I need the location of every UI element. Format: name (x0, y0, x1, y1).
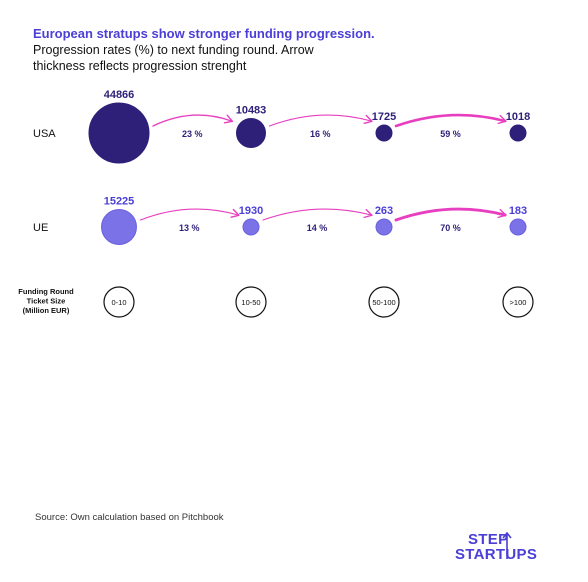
funding-round-axis: Funding Round Ticket Size (Million EUR) 0-1… (18, 286, 534, 318)
bubble-ue-4 (509, 218, 527, 236)
count-label-usa-2: 10483 (236, 104, 267, 116)
round-circle-3 (368, 286, 400, 318)
progression-label-usa-1: 23 % (182, 129, 203, 139)
bubble-ue-1 (101, 209, 137, 245)
bubble-usa-4 (509, 124, 527, 142)
progression-arrow-usa-2 (268, 114, 373, 127)
count-label-ue-3: 263 (375, 205, 393, 217)
progression-label-usa-3: 59 % (440, 129, 461, 139)
bubble-usa-2 (235, 117, 267, 149)
axis-label: Funding Round Ticket Size (Million EUR) (18, 287, 74, 315)
count-label-usa-3: 1725 (372, 111, 396, 123)
progression-label-usa-2: 16 % (310, 129, 331, 139)
logo-arrow-icon (502, 532, 512, 559)
round-marker-3: 50-100 (368, 286, 400, 318)
logo-line-startups: STARTUPS (455, 546, 538, 563)
round-label-4: >100 (510, 298, 527, 307)
round-label-1: 0-10 (111, 298, 126, 307)
count-label-usa-1: 44866 (104, 89, 135, 101)
round-marker-4: >100 (502, 286, 534, 318)
progression-label-ue-1: 13 % (179, 223, 200, 233)
progression-arrow-usa-1 (152, 114, 234, 127)
round-circle-2 (235, 286, 267, 318)
source-note: Source: Own calculation based on Pitchbo… (35, 512, 224, 523)
round-label-2: 10-50 (241, 298, 260, 307)
progression-arrow-ue-3 (394, 207, 507, 222)
bubble-usa-3 (375, 124, 393, 142)
count-label-ue-4: 183 (509, 205, 527, 217)
row-label-usa: USA (33, 128, 56, 140)
count-label-usa-4: 1018 (506, 111, 530, 123)
progression-label-ue-2: 14 % (307, 223, 328, 233)
progression-arrow-usa-3 (394, 113, 507, 128)
row-usa: USA 44866 10483 1725 1018 23 % 16 % 59 % (33, 89, 530, 164)
bubble-ue-3 (375, 218, 393, 236)
round-circle-1 (103, 286, 135, 318)
count-label-ue-2: 1930 (239, 205, 263, 217)
funding-flow-diagram: USA 44866 10483 1725 1018 23 % 16 % 59 % UE 15225… (18, 89, 534, 318)
logo-line-step: STEP (468, 531, 509, 548)
round-marker-2: 10-50 (235, 286, 267, 318)
row-label-ue: UE (33, 222, 48, 234)
bubble-ue-2 (242, 218, 260, 236)
round-label-3: 50-100 (372, 298, 395, 307)
progression-arrow-ue-2 (262, 208, 373, 221)
chart-title: European stratups show stronger funding … (33, 26, 375, 41)
step-startups-logo: STEP STARTUPS (450, 532, 540, 562)
round-circle-4 (502, 286, 534, 318)
bubble-usa-1 (88, 102, 150, 164)
round-marker-1: 0-10 (103, 286, 135, 318)
chart-subtitle: Progression rates (%) to next funding ro… (33, 43, 314, 73)
progression-arrow-ue-1 (139, 208, 240, 221)
count-label-ue-1: 15225 (104, 196, 135, 208)
rows-layer: USA 44866 10483 1725 1018 23 % 16 % 59 % UE 15225… (33, 89, 530, 245)
row-ue: UE 15225 1930 263 183 13 % 14 % 70 % (33, 196, 527, 245)
progression-label-ue-3: 70 % (440, 223, 461, 233)
